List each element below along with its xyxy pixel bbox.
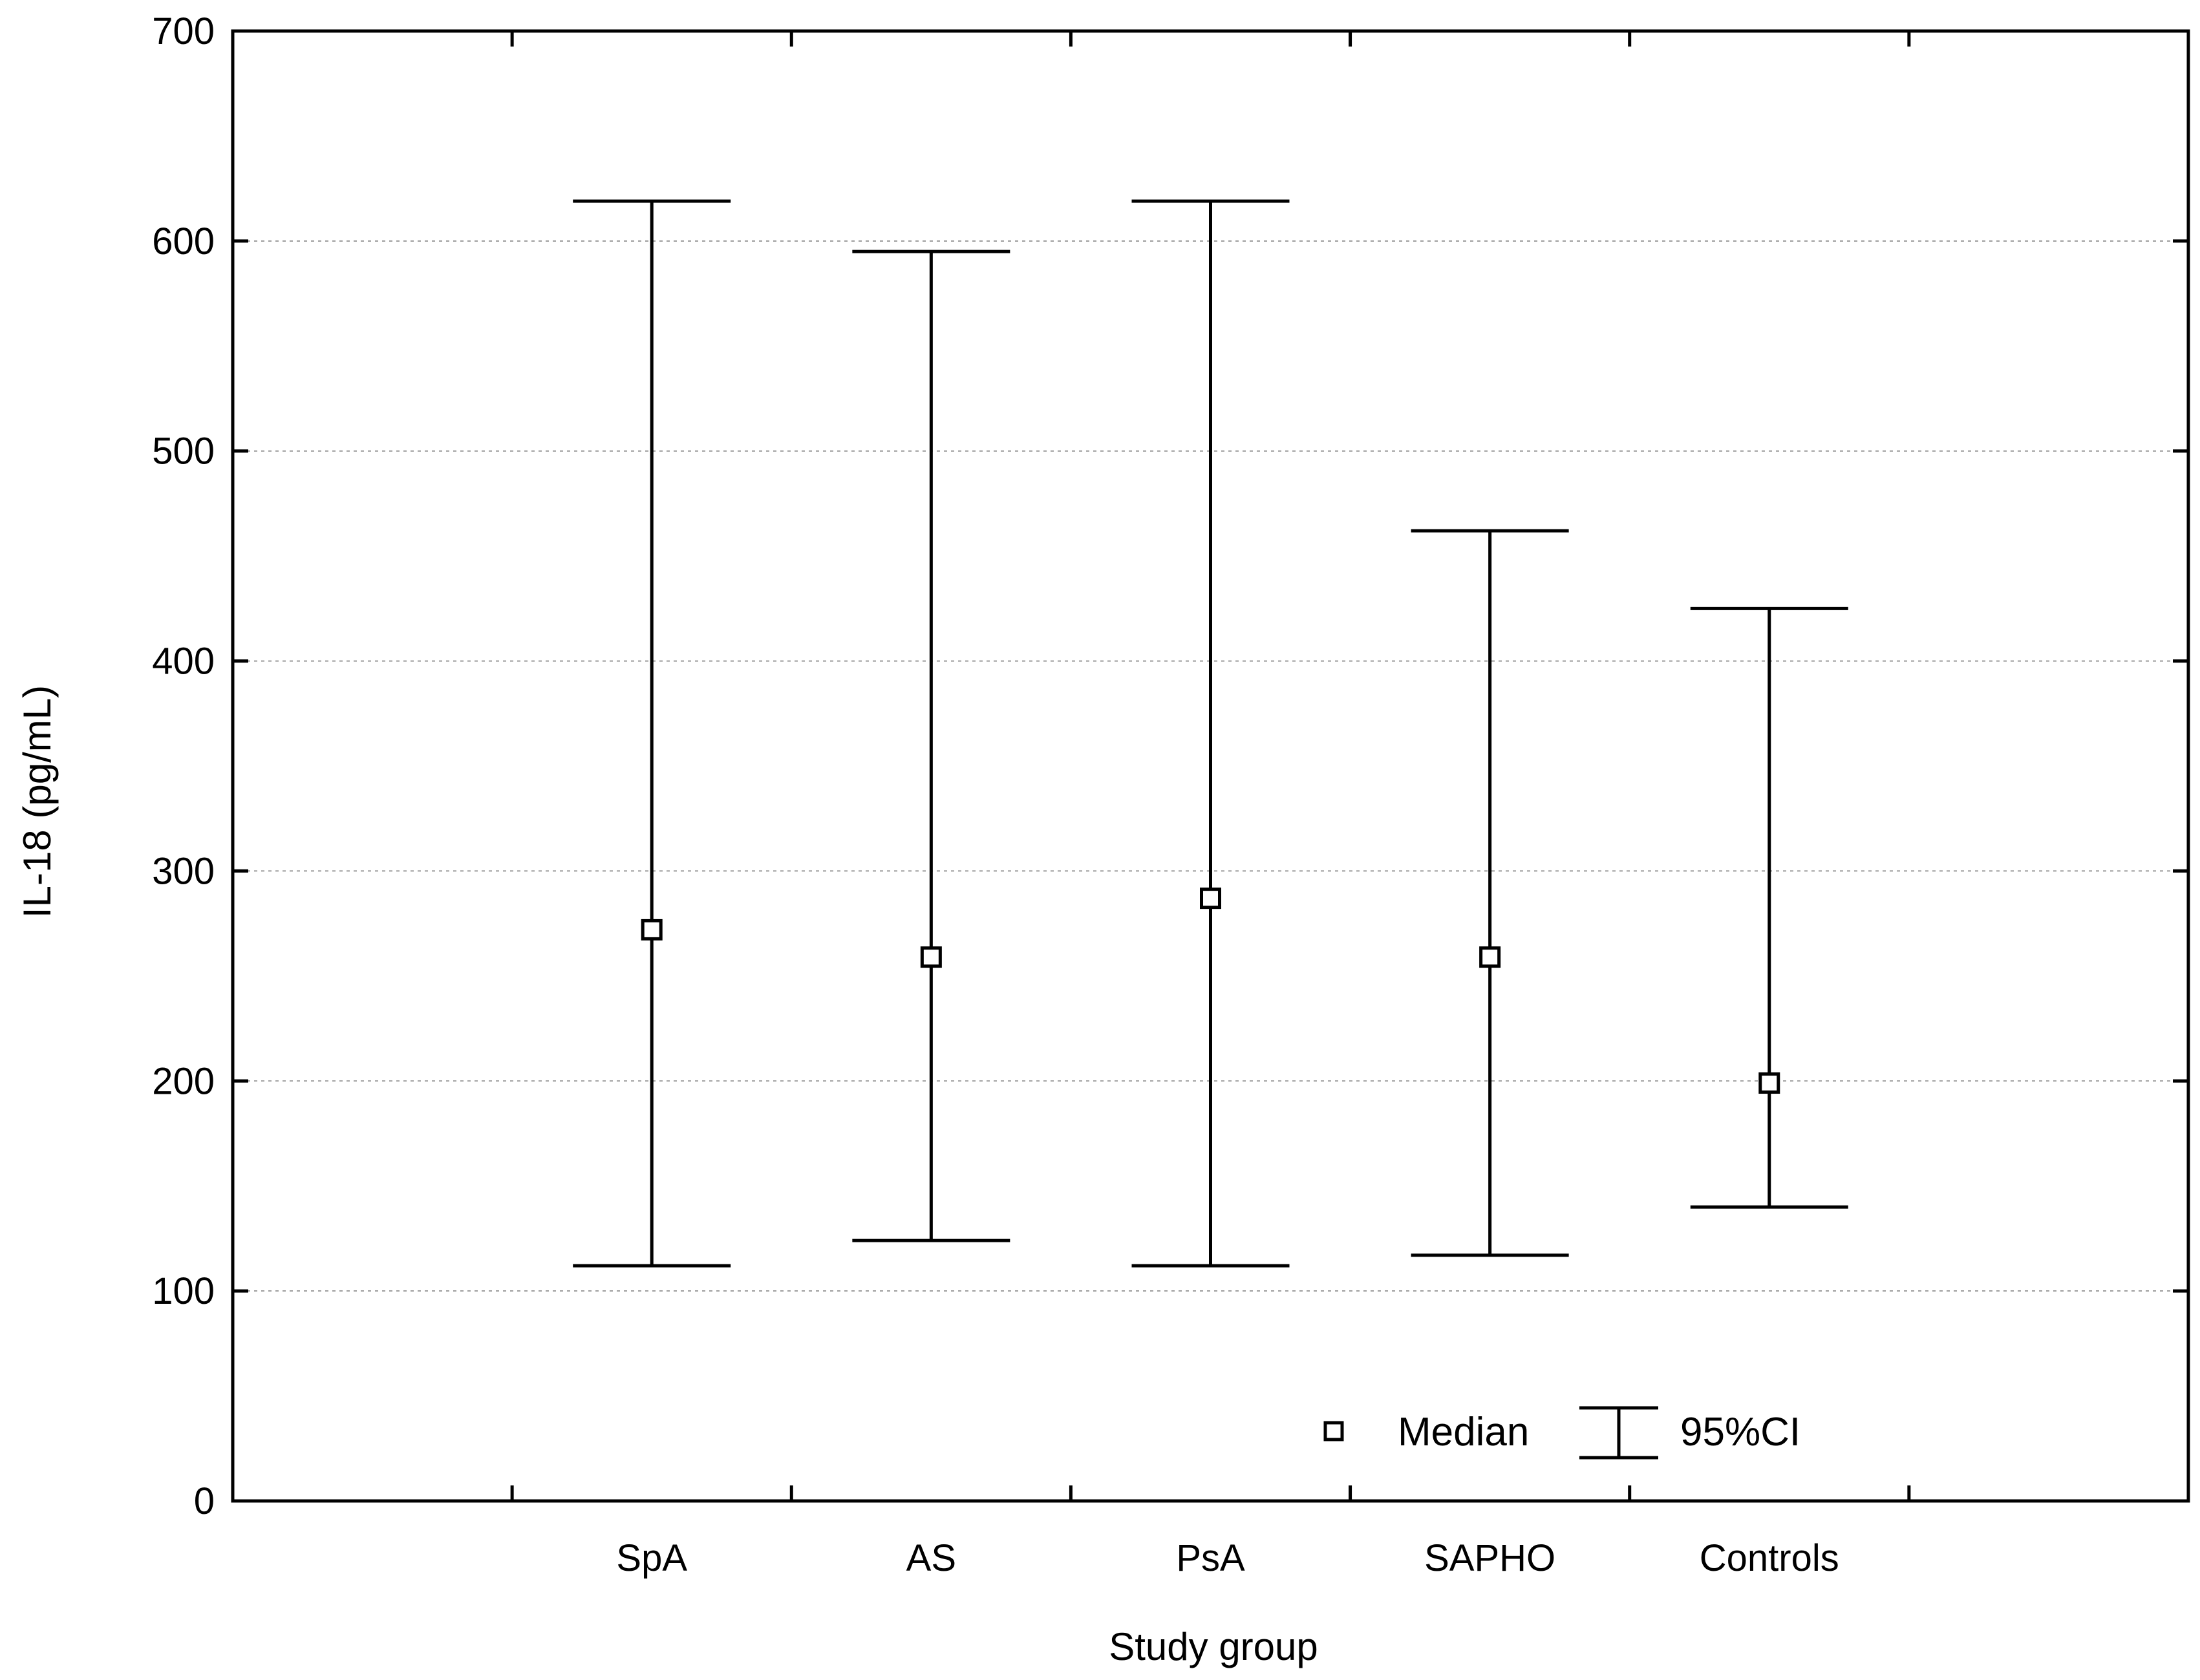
y-tick-label: 700: [152, 10, 215, 52]
y-tick-label: 0: [194, 1480, 215, 1522]
legend-ci-label: 95%CI: [1680, 1410, 1800, 1454]
median-point: [641, 919, 663, 941]
y-axis-ticks: 0 100 200 300 400 500 600 700: [152, 10, 2188, 1522]
x-tick-label: Controls: [1700, 1537, 1839, 1579]
median-point: [1200, 888, 1221, 909]
grid-lines: [233, 240, 2188, 1292]
legend: Median 95%CI: [1323, 1406, 1800, 1460]
y-tick-label: 300: [152, 850, 215, 892]
y-axis-title: IL-18 (pg/mL): [16, 685, 59, 918]
error-bars: [573, 199, 1848, 1268]
x-axis-title: Study group: [1109, 1625, 1318, 1668]
legend-median-marker: [1323, 1421, 1344, 1441]
plot-frame: [231, 29, 2190, 1503]
median-point: [920, 946, 942, 968]
plot-border: [231, 29, 2190, 1503]
x-tick-label: SpA: [616, 1537, 687, 1579]
y-tick-label: 400: [152, 641, 215, 683]
y-tick-label: 100: [152, 1270, 215, 1312]
y-tick-label: 200: [152, 1060, 215, 1102]
x-tick-label: AS: [906, 1537, 956, 1579]
y-tick-label: 600: [152, 220, 215, 262]
median-points: [641, 888, 1780, 1094]
x-tick-label: SAPHO: [1424, 1537, 1555, 1579]
y-tick-label: 500: [152, 431, 215, 473]
x-tick-label: PsA: [1176, 1537, 1245, 1579]
legend-median-label: Median: [1398, 1410, 1529, 1454]
median-point: [1758, 1072, 1780, 1094]
x-axis-ticks: SpA AS PsA SAPHO Controls: [510, 31, 1911, 1579]
median-point: [1479, 946, 1501, 968]
